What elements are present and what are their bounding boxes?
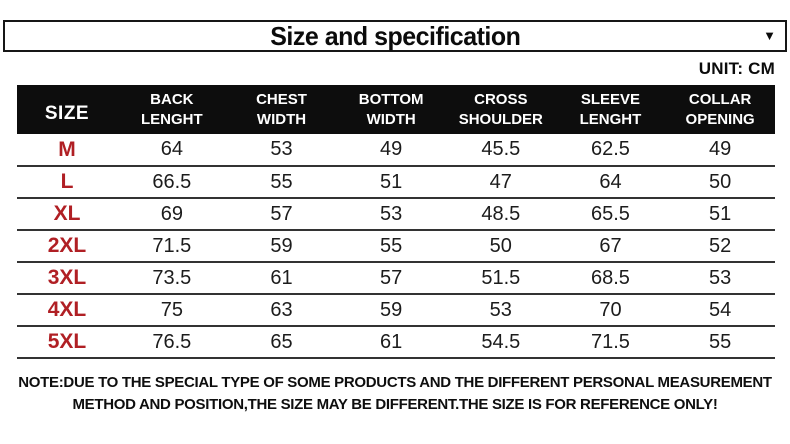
cell-bottom-width: 49 — [336, 134, 446, 167]
cell-chest-width: 61 — [226, 262, 337, 295]
note: NOTE:DUE TO THE SPECIAL TYPE OF SOME PRO… — [0, 372, 790, 416]
table-header-row: SIZE BACK LENGHT CHEST WIDTH BOTTOM WIDT… — [17, 85, 775, 134]
cell-chest-width: 55 — [226, 166, 337, 199]
cell-back-lenght: 64 — [117, 134, 227, 167]
page-title: Size and specification — [269, 20, 521, 51]
table-row-4xl: 4XL 75 63 59 53 70 54 — [17, 294, 775, 327]
cell-collar-opening: 52 — [665, 230, 775, 263]
cell-back-lenght: 69 — [117, 198, 227, 231]
cell-collar-opening: 49 — [665, 134, 775, 167]
header-cross-shoulder: CROSS SHOULDER — [445, 85, 556, 134]
note-line-2: METHOD AND POSITION,THE SIZE MAY BE DIFF… — [72, 395, 718, 413]
cell-chest-width: 63 — [226, 294, 337, 327]
size-label: 3XL — [17, 262, 117, 295]
header-chest-width: CHEST WIDTH — [226, 85, 337, 134]
title-bar: Size and specification ▼ — [3, 20, 787, 52]
cell-cross-shoulder: 54.5 — [445, 326, 556, 359]
cell-sleeve-lenght: 62.5 — [555, 134, 666, 167]
table-row-3xl: 3XL 73.5 61 57 51.5 68.5 53 — [17, 262, 775, 295]
cell-sleeve-lenght: 68.5 — [555, 262, 666, 295]
cell-bottom-width: 57 — [336, 262, 446, 295]
table-row-l: L 66.5 55 51 47 64 50 — [17, 166, 775, 199]
cell-chest-width: 53 — [226, 134, 337, 167]
cell-cross-shoulder: 48.5 — [445, 198, 556, 231]
cell-sleeve-lenght: 64 — [555, 166, 666, 199]
cell-chest-width: 57 — [226, 198, 337, 231]
cell-sleeve-lenght: 67 — [555, 230, 666, 263]
note-line-1: NOTE:DUE TO THE SPECIAL TYPE OF SOME PRO… — [18, 374, 772, 391]
cell-sleeve-lenght: 70 — [555, 294, 666, 327]
cell-cross-shoulder: 50 — [445, 230, 556, 263]
table-row-m: M 64 53 49 45.5 62.5 49 — [17, 134, 775, 167]
size-label: L — [17, 166, 117, 199]
cell-cross-shoulder: 45.5 — [445, 134, 556, 167]
cell-bottom-width: 55 — [336, 230, 446, 263]
cell-bottom-width: 51 — [336, 166, 446, 199]
cell-chest-width: 65 — [226, 326, 337, 359]
cell-back-lenght: 71.5 — [117, 230, 227, 263]
cell-cross-shoulder: 51.5 — [445, 262, 556, 295]
cell-collar-opening: 50 — [665, 166, 775, 199]
header-sleeve-lenght: SLEEVE LENGHT — [555, 85, 666, 134]
cell-back-lenght: 75 — [117, 294, 227, 327]
chevron-down-icon[interactable]: ▼ — [763, 28, 776, 44]
cell-sleeve-lenght: 71.5 — [555, 326, 666, 359]
size-label: 5XL — [17, 326, 117, 359]
size-chart-page: Size and specification ▼ UNIT: CM SIZE B… — [0, 20, 790, 444]
cell-bottom-width: 53 — [336, 198, 446, 231]
table-row-2xl: 2XL 71.5 59 55 50 67 52 — [17, 230, 775, 263]
header-bottom-width: BOTTOM WIDTH — [336, 85, 446, 134]
cell-sleeve-lenght: 65.5 — [555, 198, 666, 231]
cell-back-lenght: 66.5 — [117, 166, 227, 199]
size-label: XL — [17, 198, 117, 231]
cell-bottom-width: 61 — [336, 326, 446, 359]
header-back-lenght: BACK LENGHT — [117, 85, 227, 134]
cell-back-lenght: 76.5 — [117, 326, 227, 359]
header-size: SIZE — [17, 85, 117, 134]
cell-back-lenght: 73.5 — [117, 262, 227, 295]
size-specification-table: SIZE BACK LENGHT CHEST WIDTH BOTTOM WIDT… — [17, 85, 775, 359]
header-collar-opening: COLLAR OPENING — [665, 85, 775, 134]
size-label: 4XL — [17, 294, 117, 327]
unit-label: UNIT: CM — [698, 59, 775, 78]
cell-chest-width: 59 — [226, 230, 337, 263]
cell-bottom-width: 59 — [336, 294, 446, 327]
cell-collar-opening: 53 — [665, 262, 775, 295]
size-label: M — [17, 134, 117, 167]
table-row-xl: XL 69 57 53 48.5 65.5 51 — [17, 198, 775, 231]
table-row-5xl: 5XL 76.5 65 61 54.5 71.5 55 — [17, 326, 775, 359]
cell-collar-opening: 55 — [665, 326, 775, 359]
cell-collar-opening: 54 — [665, 294, 775, 327]
cell-collar-opening: 51 — [665, 198, 775, 231]
size-label: 2XL — [17, 230, 117, 263]
cell-cross-shoulder: 47 — [445, 166, 556, 199]
cell-cross-shoulder: 53 — [445, 294, 556, 327]
